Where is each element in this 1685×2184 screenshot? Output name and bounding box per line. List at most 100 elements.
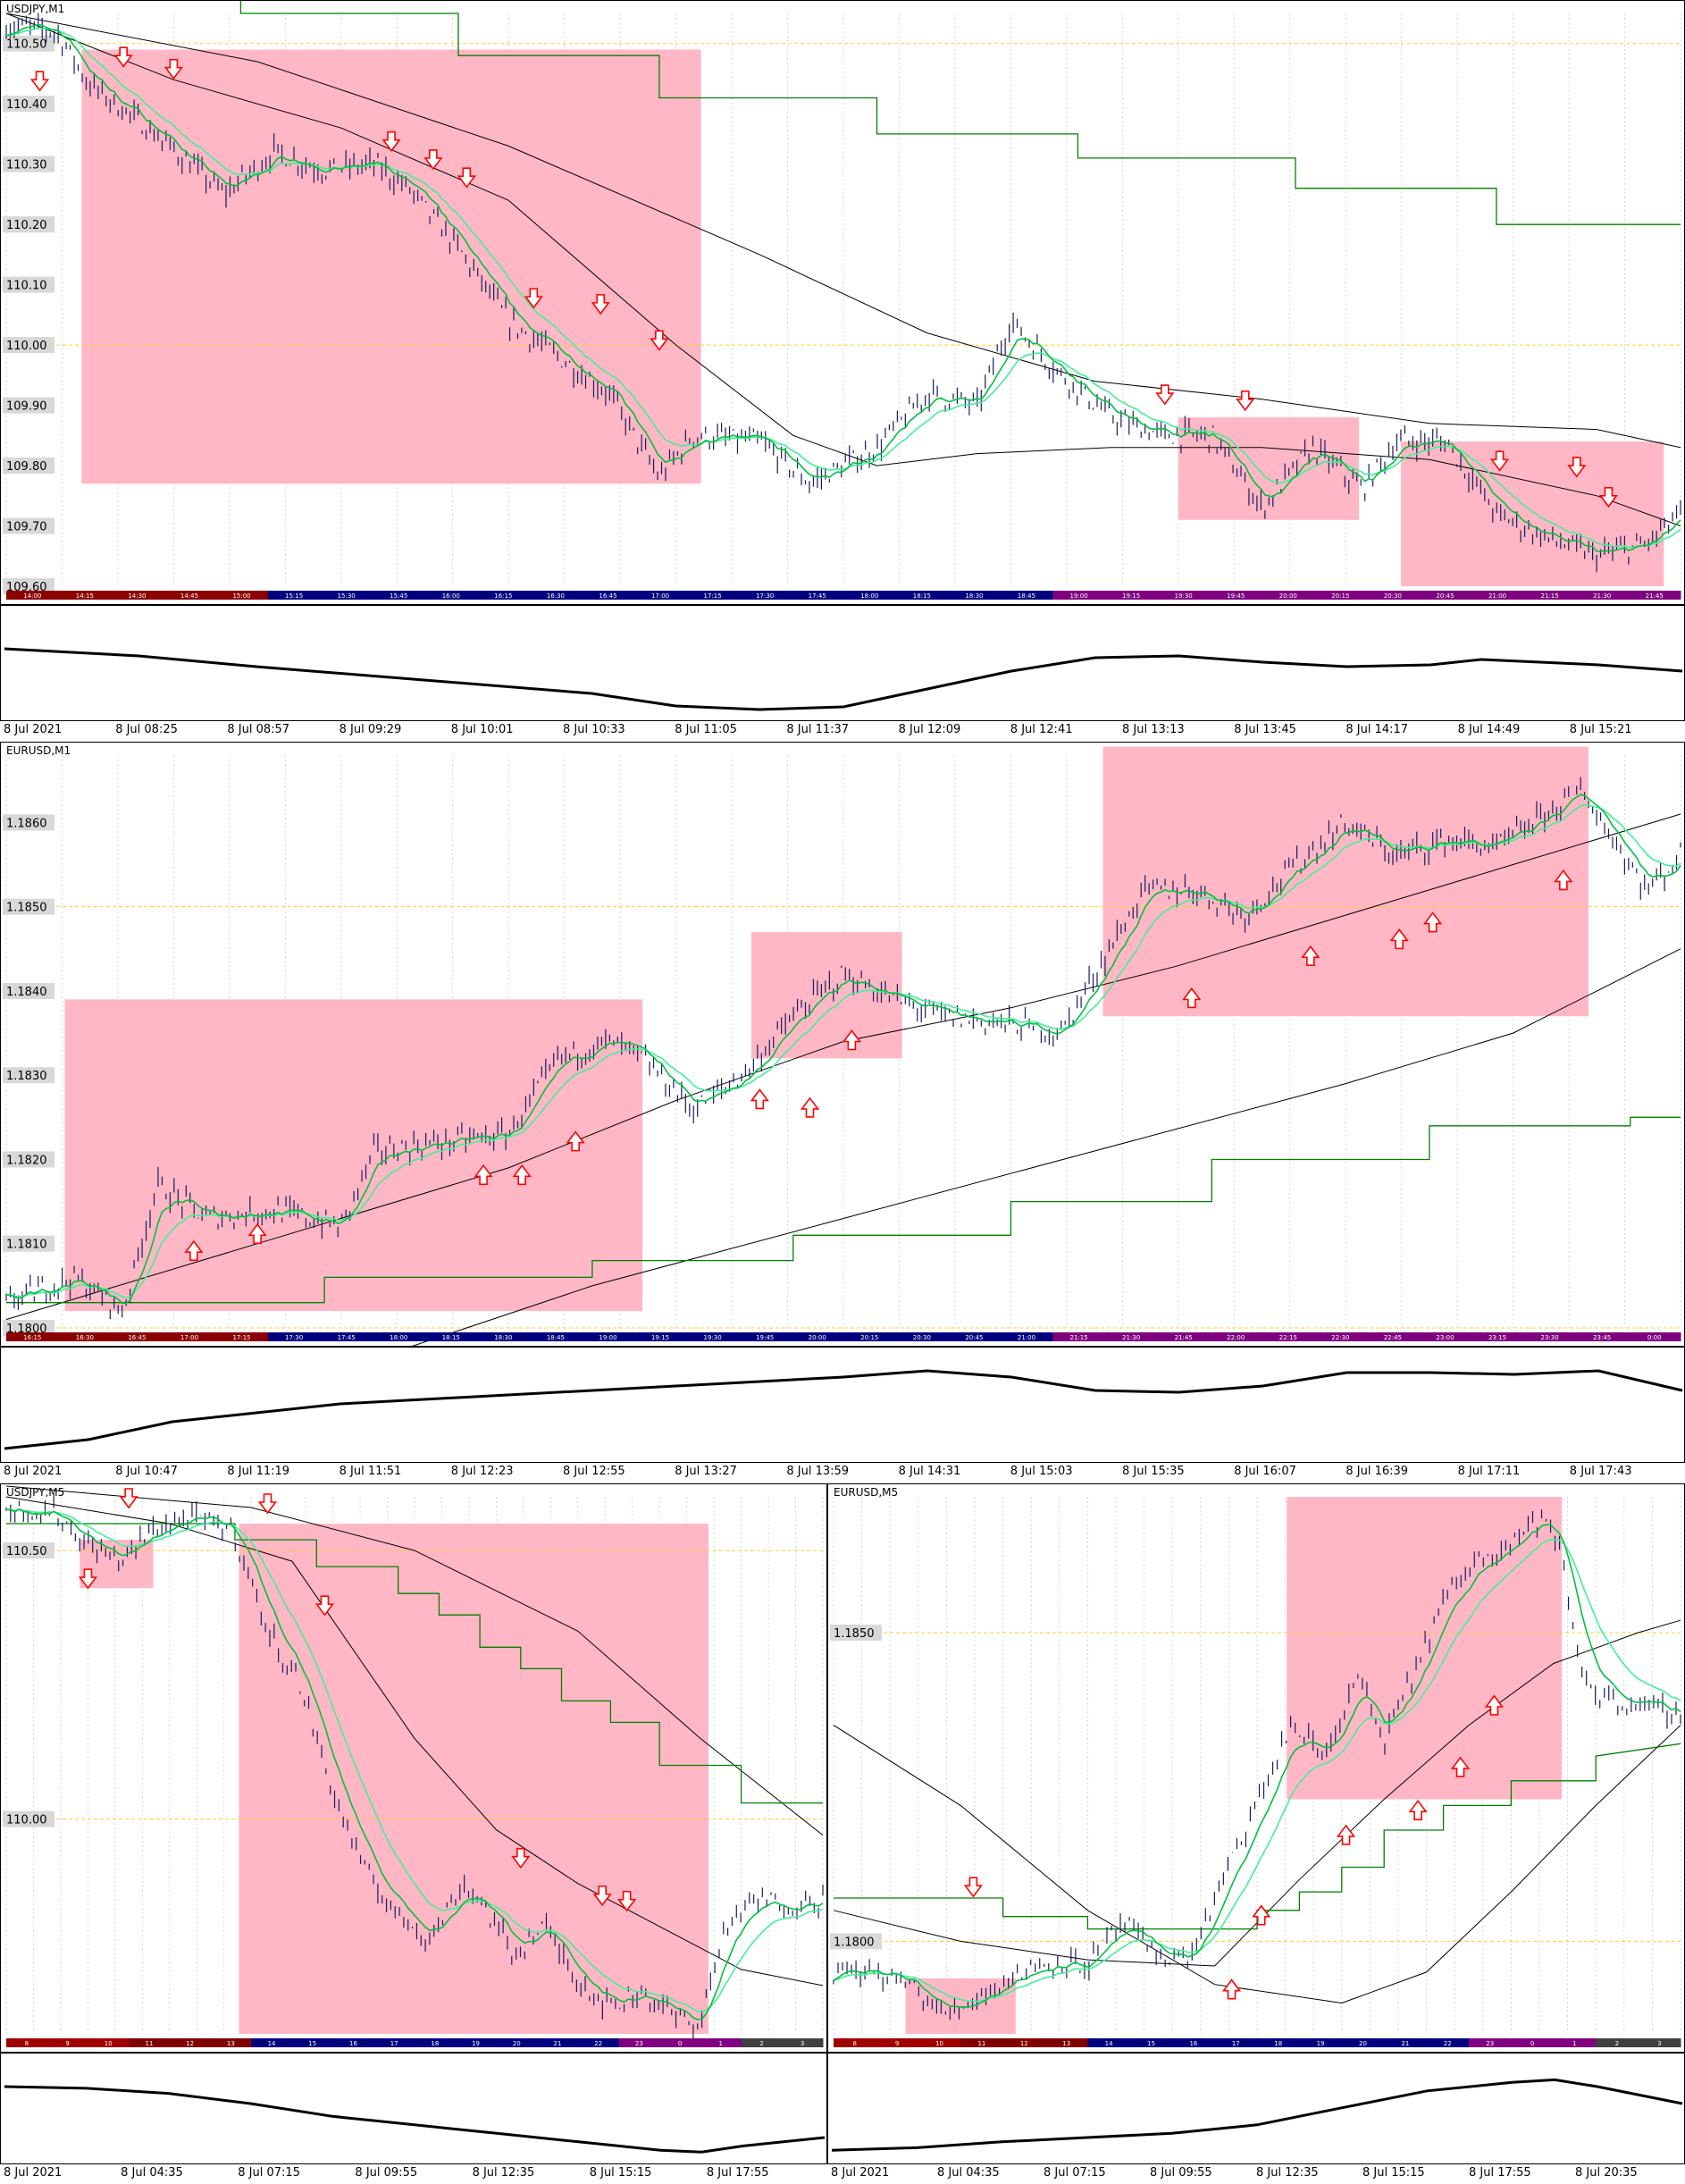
time-strip-label: 23:00 [1436,1334,1454,1341]
x-tick-label: 8 Jul 16:39 [1345,1465,1409,1478]
x-tick-label: 8 Jul 12:35 [1256,2166,1319,2180]
y-tick-bg [3,517,54,534]
time-strip-cell [46,2038,88,2047]
time-axis-eurusd-m5: 8 Jul 2021 8 Jul 04:35 8 Jul 07:15 8 Jul 09… [827,2164,1685,2184]
time-strip-cell [918,2038,961,2047]
buy-arrow-icon [184,1239,204,1261]
x-tick-label: 8 Jul 17:11 [1457,1465,1521,1478]
time-strip-label: 15 [1147,2040,1155,2047]
time-strip-label: 8 [25,2040,29,2047]
y-tick-bg [3,458,54,475]
time-strip-label: 22:30 [1331,1334,1349,1341]
time-strip-label: 0 [678,2040,682,2047]
time-strip-cell [843,591,897,600]
time-strip-cell [843,1332,897,1341]
buy-arrow-icon [1408,1799,1428,1821]
time-strip-cell [163,591,216,600]
x-tick-label: 8 Jul 15:21 [1569,723,1632,736]
time-strip-label: 17:15 [704,592,722,600]
time-strip-cell [741,2038,783,2047]
time-strip-label: 20:00 [1279,592,1297,600]
x-tick-label: 8 Jul 12:41 [1010,723,1073,736]
y-tick-label: 110.20 [6,219,47,232]
time-strip-label: 23:30 [1541,1334,1559,1341]
buy-arrow-icon [1301,945,1320,967]
sell-arrow-icon [119,1488,138,1509]
time-strip-cell [215,591,269,600]
time-strip-cell [791,1332,844,1341]
ema-fast-line [833,1524,1681,2008]
signal-zone [1401,441,1664,586]
chart-symbol-label: EURUSD,M5 [834,1486,899,1499]
y-tick-label: 110.30 [6,159,47,172]
sell-arrow-icon [591,294,610,315]
time-strip-label: 16:45 [599,592,616,600]
chart-usdjpy-m1[interactable]: 110.50 110.40 110.30 110.20 110.10 110.00 109.… [0,0,1685,605]
y-tick-label: 1.1860 [6,817,47,830]
time-strip-label: 21:30 [1593,592,1611,600]
buy-arrow-icon [800,1096,820,1118]
time-strip-cell [424,591,478,600]
ema-slow-line [5,27,1681,549]
x-tick-label: 8 Jul 12:09 [898,723,961,736]
time-strip-label: 0 [1530,2040,1534,2047]
time-strip-label: 21:00 [1018,1334,1035,1341]
time-strip-label: 9 [65,2040,69,2047]
time-strip-label: 19 [1317,2040,1325,2047]
y-tick-label: 110.10 [6,280,47,293]
chart-eurusd-m1[interactable]: 1.1860 1.1850 1.1840 1.1830 1.1820 1.1810 1.18… [0,742,1685,1347]
buy-arrow-icon [1389,928,1409,950]
time-strip-label: 19:15 [651,1334,669,1341]
time-strip-label: 22:00 [1227,1334,1245,1341]
time-strip-label: 16:00 [442,592,460,600]
chart-eurusd-m5[interactable]: 1.1850 1.1800 8 9 10 11 12 13 14 15 16 17 18 19 20 21 22… [827,1483,1685,2053]
time-strip-label: 19:15 [1122,592,1140,600]
time-strip-label: 16 [349,2040,357,2047]
x-tick-label: 8 Jul 20:35 [1575,2166,1638,2180]
time-strip-cell [1000,1332,1053,1341]
time-strip-label: 20 [513,2040,521,2047]
ma-slow-line [5,1485,824,1835]
time-strip-label: 14:30 [128,592,146,600]
ma-slow-line [5,13,1681,449]
ma-slow-line [412,948,1681,1346]
time-strip-label: 16:45 [128,1334,146,1341]
time-strip-cell [686,1332,740,1341]
time-strip-cell [577,2038,619,2047]
time-strip-label: 20:15 [860,1334,878,1341]
x-tick-label: 8 Jul 11:37 [786,723,850,736]
chart-usdjpy-m5[interactable]: 110.50 110.00 8 9 10 11 12 13 14 15 16 17 18 19 20 21 22… [0,1483,827,2053]
time-strip-cell [537,2038,579,2047]
x-tick-label: 8 Jul 2021 [4,2166,63,2180]
time-axis-usdjpy-m1: 8 Jul 2021 8 Jul 08:25 8 Jul 08:57 8 Jul 09… [0,721,1685,741]
time-strip-label: 3 [801,2040,804,2047]
time-strip-cell [529,1332,583,1341]
time-strip-label: 19:00 [1069,592,1087,600]
time-axis-eurusd-m1: 8 Jul 2021 8 Jul 10:47 8 Jul 11:19 8 Jul 11… [0,1463,1685,1483]
sell-arrow-icon [592,1885,612,1907]
time-strip-label: 12 [186,2040,194,2047]
time-strip-cell [782,2038,824,2047]
x-tick-label: 8 Jul 11:51 [339,1465,402,1478]
x-tick-label: 8 Jul 17:43 [1569,1465,1632,1478]
y-tick-bg [3,1067,54,1084]
y-tick-label: 1.1820 [6,1154,47,1167]
time-strip-label: 22 [1444,2040,1452,2047]
ema-fast-line [5,794,1681,1305]
sell-arrow-icon [511,1847,531,1869]
sell-arrow-icon [524,288,543,309]
y-tick-label: 1.1840 [6,986,47,999]
y-tick-label: 109.80 [6,460,47,474]
y-tick-bg [3,397,54,414]
x-tick-label: 8 Jul 15:35 [1122,1465,1185,1478]
time-strip-cell [320,591,373,600]
time-strip-label: 21:45 [1646,592,1664,600]
time-strip-cell [1052,591,1106,600]
time-strip-label: 15:00 [232,592,250,600]
time-strip-cell [633,1332,687,1341]
sell-arrow-icon [381,130,401,153]
time-strip-label: 1 [1572,2040,1576,2047]
time-strip-cell [618,2038,660,2047]
time-strip-cell [1262,591,1315,600]
y-tick-bg [3,1151,54,1168]
